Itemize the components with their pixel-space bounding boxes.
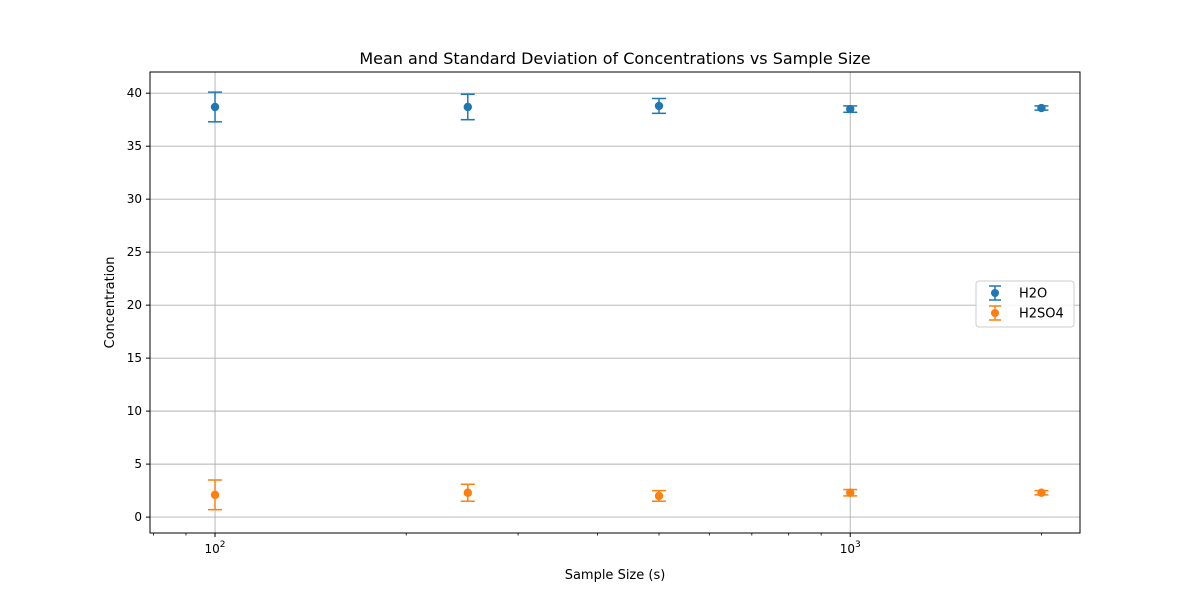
legend-label: H2O bbox=[1019, 287, 1047, 302]
series-h2o bbox=[208, 91, 1049, 123]
series-h2so4 bbox=[208, 479, 1049, 511]
legend-item-h2o: H2O bbox=[989, 285, 1047, 302]
legend-marker bbox=[991, 289, 999, 297]
data-point bbox=[463, 102, 472, 112]
data-point bbox=[1037, 488, 1046, 497]
y-tick-label: 40 bbox=[127, 86, 142, 100]
data-point bbox=[654, 491, 664, 501]
tick-layer: 0 5 10 15 20 25 30 35 40 102 103 bbox=[127, 86, 1042, 556]
y-tick-label: 5 bbox=[134, 457, 142, 471]
x-tick-label: 102 bbox=[205, 540, 226, 556]
legend-label: H2SO4 bbox=[1019, 307, 1064, 322]
data-point bbox=[1037, 103, 1046, 113]
data-point bbox=[210, 102, 220, 112]
data-point bbox=[654, 101, 664, 111]
x-tick-label: 103 bbox=[840, 540, 861, 556]
y-tick-label: 35 bbox=[127, 139, 142, 153]
legend-box bbox=[975, 280, 1075, 328]
x-axis-title: Sample Size (s) bbox=[565, 568, 666, 583]
data-point bbox=[463, 488, 472, 497]
y-tick-label: 20 bbox=[127, 298, 142, 312]
y-tick-label: 15 bbox=[127, 351, 142, 365]
plot-frame bbox=[149, 71, 1081, 534]
y-tick-label: 30 bbox=[127, 192, 142, 206]
y-tick-label: 25 bbox=[127, 245, 142, 259]
chart-title: Mean and Standard Deviation of Concentra… bbox=[359, 49, 870, 68]
data-point bbox=[846, 488, 855, 497]
data-point bbox=[846, 104, 855, 114]
data-point bbox=[210, 490, 220, 500]
grid-layer bbox=[150, 72, 1080, 533]
legend-marker bbox=[991, 309, 999, 317]
y-axis-title: Concentration bbox=[103, 257, 118, 349]
legend: H2O H2SO4 bbox=[975, 280, 1075, 328]
legend-item-h2so4: H2SO4 bbox=[989, 305, 1064, 322]
series-layer bbox=[208, 91, 1049, 511]
y-tick-label: 10 bbox=[127, 404, 142, 418]
y-tick-label: 0 bbox=[134, 510, 142, 524]
